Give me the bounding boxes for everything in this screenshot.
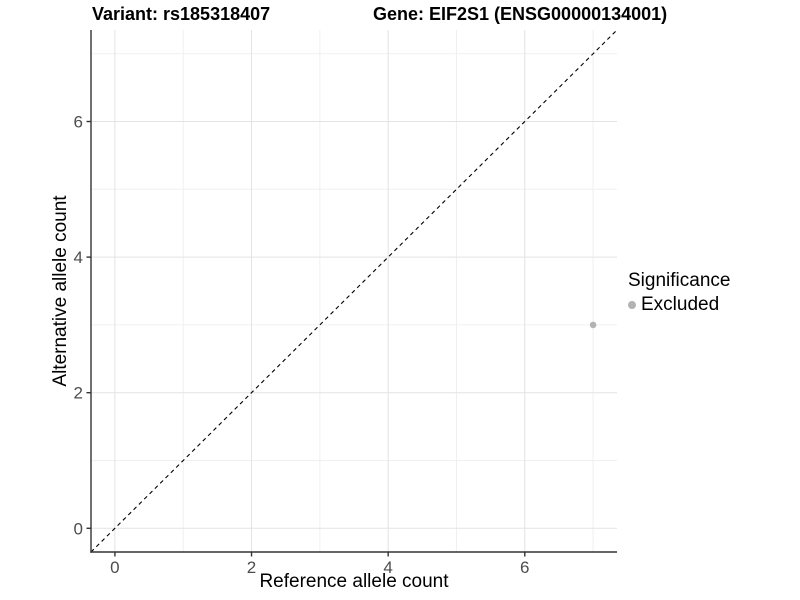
plot-title-gene: Gene: EIF2S1 (ENSG00000134001) — [373, 4, 668, 24]
legend-key-dot-icon — [628, 301, 636, 309]
x-tick-label: 4 — [383, 558, 392, 577]
identity-dashed-line — [90, 29, 618, 553]
x-tick-label: 2 — [247, 558, 256, 577]
x-tick-label: 6 — [520, 558, 529, 577]
y-tick-label: 6 — [74, 113, 83, 132]
legend-title: Significance — [628, 270, 731, 291]
y-tick-label: 4 — [74, 248, 83, 267]
legend: Significance Excluded — [628, 270, 730, 316]
x-tick-label: 0 — [110, 558, 119, 577]
y-tick-label: 0 — [74, 519, 83, 538]
y-tick-label: 2 — [74, 384, 83, 403]
y-axis-title-text: Alternative allele count — [50, 195, 71, 387]
x-axis-title: Reference allele count — [259, 571, 449, 592]
legend-item-label: Excluded — [641, 294, 720, 315]
legend-item-excluded: Excluded — [628, 294, 730, 316]
plot-title-variant: Variant: rs185318407 — [92, 4, 271, 24]
data-point — [589, 321, 597, 329]
